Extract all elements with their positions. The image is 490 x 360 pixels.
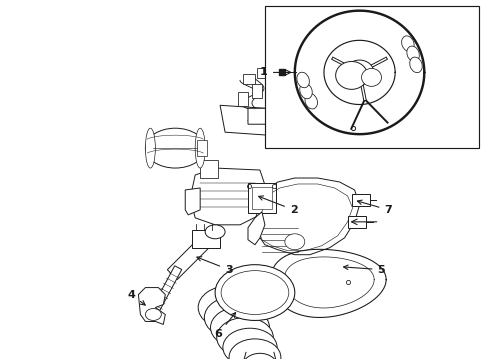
Bar [347, 216, 366, 228]
Ellipse shape [229, 339, 281, 360]
Ellipse shape [410, 57, 422, 73]
Bar [248, 183, 276, 213]
Polygon shape [255, 178, 360, 255]
Bar [257, 68, 267, 78]
Polygon shape [284, 257, 374, 308]
Ellipse shape [285, 234, 305, 250]
Ellipse shape [211, 307, 270, 348]
Bar [243, 75, 255, 84]
Ellipse shape [362, 68, 382, 86]
Text: 6: 6 [214, 312, 236, 339]
Polygon shape [138, 288, 165, 324]
Ellipse shape [402, 36, 414, 51]
Ellipse shape [407, 46, 419, 62]
Bar [238, 92, 248, 106]
Ellipse shape [146, 309, 161, 320]
Bar [265, 6, 479, 148]
Bar [252, 187, 272, 209]
Text: 4: 4 [127, 289, 145, 305]
Bar [352, 194, 369, 206]
Bar [252, 84, 262, 98]
Text: 5: 5 [343, 265, 385, 275]
Ellipse shape [345, 60, 374, 85]
Ellipse shape [205, 225, 225, 239]
Polygon shape [248, 212, 265, 245]
Ellipse shape [336, 62, 368, 89]
Ellipse shape [305, 94, 318, 109]
Ellipse shape [215, 265, 295, 320]
Ellipse shape [300, 83, 312, 99]
Polygon shape [185, 188, 200, 215]
Ellipse shape [146, 128, 205, 168]
Bar [197, 140, 207, 156]
Ellipse shape [223, 328, 277, 360]
Polygon shape [147, 266, 182, 321]
Bar [192, 230, 220, 248]
Ellipse shape [195, 128, 205, 168]
Text: 2: 2 [259, 196, 297, 215]
Ellipse shape [198, 285, 262, 329]
Text: 7: 7 [357, 200, 392, 215]
Polygon shape [168, 227, 220, 280]
Ellipse shape [204, 296, 266, 339]
Text: 1: 1 [260, 67, 291, 77]
Ellipse shape [297, 72, 309, 88]
Text: 3: 3 [197, 257, 233, 275]
Ellipse shape [221, 271, 289, 315]
Ellipse shape [217, 318, 273, 357]
Polygon shape [190, 168, 265, 225]
Polygon shape [270, 249, 386, 318]
Bar [200, 160, 218, 178]
Ellipse shape [242, 353, 278, 360]
Polygon shape [220, 105, 268, 135]
Ellipse shape [146, 128, 155, 168]
Polygon shape [248, 108, 280, 124]
